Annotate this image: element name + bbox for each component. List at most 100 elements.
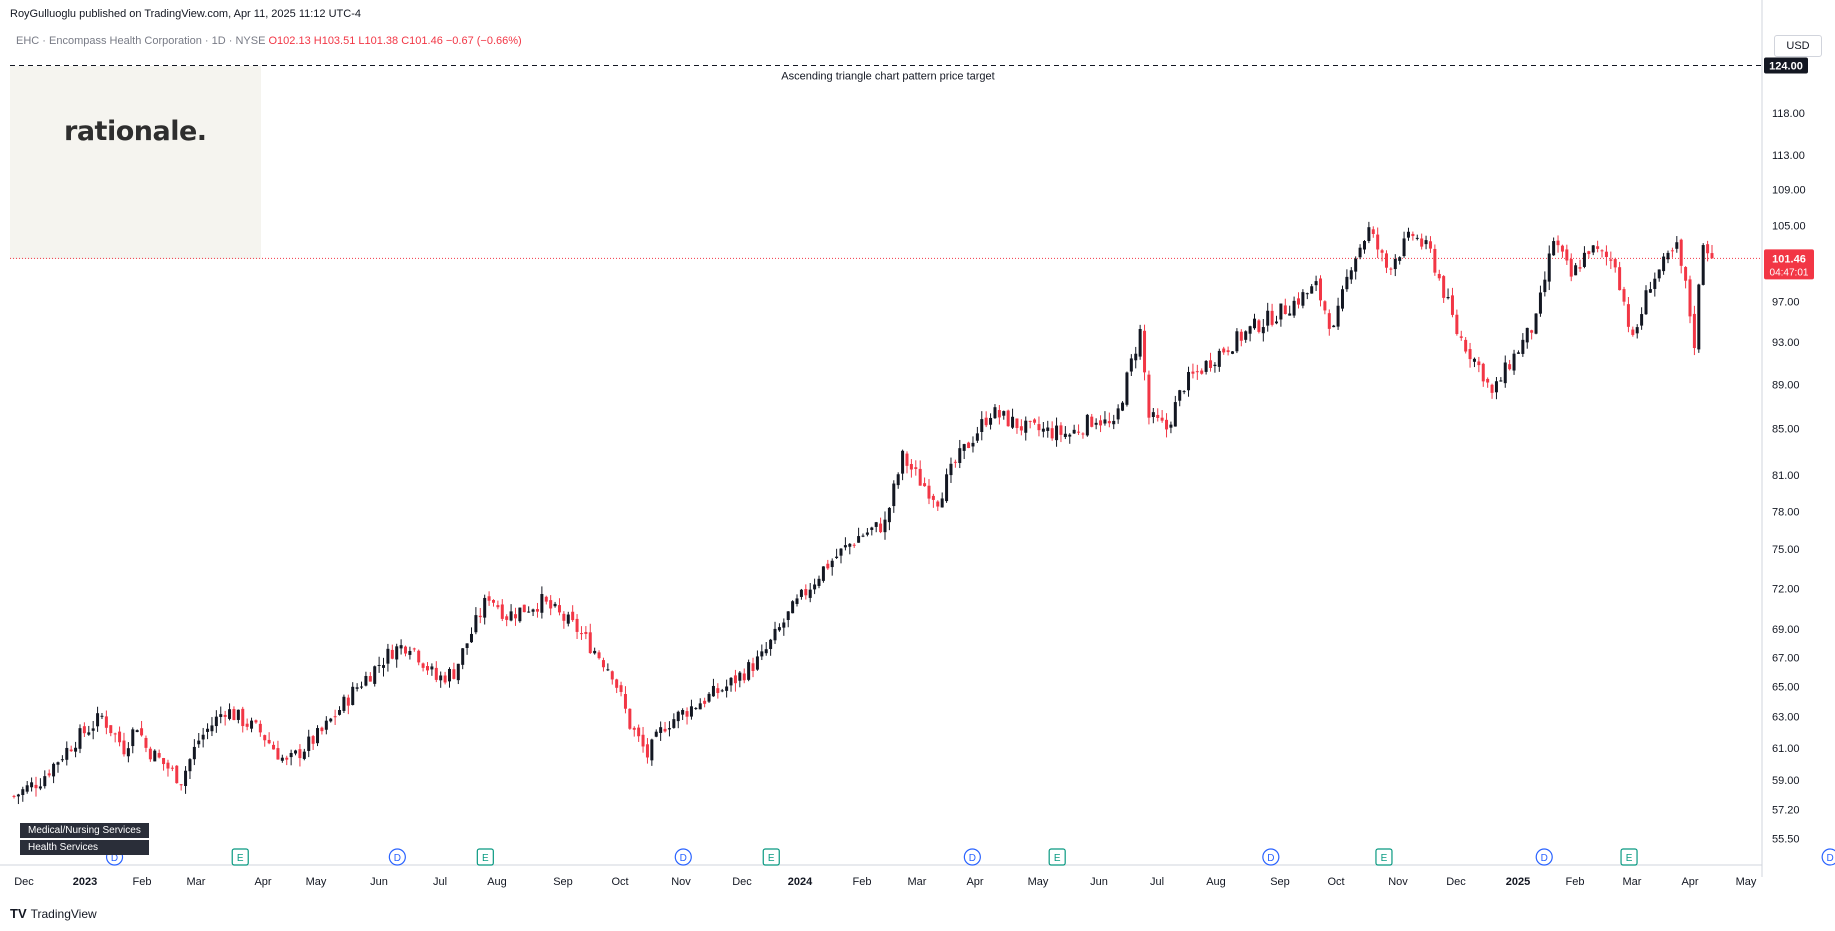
candle-body xyxy=(316,728,320,744)
dividend-marker[interactable] xyxy=(388,848,406,866)
earnings-marker[interactable] xyxy=(1375,848,1393,866)
earnings-marker[interactable] xyxy=(1048,848,1066,866)
candle-body xyxy=(1019,426,1023,431)
candle-body xyxy=(285,757,289,760)
x-tick-label: 2023 xyxy=(73,876,97,888)
candle-body xyxy=(861,535,865,537)
candle-body xyxy=(320,727,324,732)
dividend-marker[interactable] xyxy=(1821,848,1835,866)
candle-body xyxy=(531,609,535,612)
candle-body xyxy=(1490,384,1494,393)
candle-body xyxy=(1314,281,1318,286)
candle-body xyxy=(1239,331,1243,341)
candle-body xyxy=(52,763,56,777)
sector-tag-medical: Medical/Nursing Services xyxy=(20,823,149,838)
published-by-line: RoyGulluoglu published on TradingView.co… xyxy=(10,8,361,20)
candle-body xyxy=(663,728,667,732)
candle-body xyxy=(1041,428,1045,432)
candle-body xyxy=(958,448,962,464)
candle-body xyxy=(1644,290,1648,315)
earnings-marker[interactable] xyxy=(1620,848,1638,866)
candle-body xyxy=(395,646,399,660)
candle-body xyxy=(909,464,913,470)
candle-body xyxy=(166,762,170,769)
candle-body xyxy=(1367,227,1371,241)
earnings-marker[interactable] xyxy=(231,848,249,866)
candle-body xyxy=(1591,245,1595,253)
candle-body xyxy=(267,739,271,744)
candle-body xyxy=(276,748,280,760)
candle-body xyxy=(307,736,311,751)
candle-body xyxy=(351,686,355,705)
currency-button[interactable]: USD xyxy=(1774,35,1822,57)
dividend-marker[interactable] xyxy=(674,848,692,866)
candle-body xyxy=(804,589,808,596)
earnings-marker[interactable] xyxy=(476,848,494,866)
candle-body xyxy=(821,566,825,581)
candle-body xyxy=(254,720,258,723)
candle-body xyxy=(1406,231,1410,238)
ohlc-values: O102.13 H103.51 L101.38 C101.46 −0.67 (−… xyxy=(268,35,522,47)
candle-body xyxy=(100,715,104,717)
candle-body xyxy=(1670,250,1674,252)
candle-body xyxy=(1121,402,1125,411)
candle-body xyxy=(1156,414,1160,418)
candle-body xyxy=(1187,372,1191,391)
candle-body xyxy=(672,719,676,728)
candle-body xyxy=(469,633,473,643)
candle-body xyxy=(914,467,918,469)
candle-body xyxy=(1574,265,1578,276)
candle-body xyxy=(1151,412,1155,418)
candle-body xyxy=(1024,420,1028,433)
candle-body xyxy=(1701,245,1705,285)
candle-body xyxy=(135,730,139,733)
candle-body xyxy=(1455,314,1459,334)
candle-body xyxy=(852,544,856,546)
earnings-marker[interactable] xyxy=(762,848,780,866)
candle-body xyxy=(535,609,539,612)
candle-body xyxy=(386,648,390,664)
candle-body xyxy=(1006,410,1010,427)
candle-body xyxy=(219,714,223,717)
candle-body xyxy=(78,728,82,749)
x-tick-label: Feb xyxy=(133,876,152,888)
sector-tag-health: Health Services xyxy=(20,840,149,855)
dividend-marker[interactable] xyxy=(963,848,981,866)
candle-body xyxy=(1160,417,1164,421)
candle-body xyxy=(1393,258,1397,270)
candle-body xyxy=(56,762,60,765)
candle-body xyxy=(830,560,834,568)
candle-body xyxy=(1195,371,1199,373)
candle-body xyxy=(1424,240,1428,245)
candle-body xyxy=(43,776,47,787)
sector-tags: Medical/Nursing Services Health Services xyxy=(20,823,149,857)
candle-body xyxy=(1011,416,1015,428)
candle-body xyxy=(901,450,905,474)
dividend-marker[interactable] xyxy=(1535,848,1553,866)
candle-body xyxy=(808,589,812,598)
candle-body xyxy=(799,589,803,597)
x-tick-label: Apr xyxy=(254,876,271,888)
candle-body xyxy=(1675,242,1679,249)
candle-body xyxy=(421,663,425,668)
candle-body xyxy=(87,732,91,735)
candle-body xyxy=(887,507,891,523)
candle-body xyxy=(1684,267,1688,281)
y-tick-label: 113.00 xyxy=(1772,150,1805,162)
candle-body xyxy=(1552,241,1556,256)
candle-body xyxy=(1626,304,1630,327)
candle-body xyxy=(716,688,720,694)
candle-body xyxy=(1692,313,1696,349)
dividend-marker[interactable] xyxy=(1262,848,1280,866)
candle-body xyxy=(439,675,443,681)
candle-body xyxy=(1380,250,1384,253)
candle-body xyxy=(980,419,984,433)
candle-body xyxy=(1640,314,1644,326)
candle-body xyxy=(1099,420,1103,426)
candle-body xyxy=(1336,305,1340,327)
candle-body xyxy=(382,665,386,668)
event-marker-label: E xyxy=(1381,853,1388,864)
candle-body xyxy=(1301,292,1305,306)
x-tick-label: May xyxy=(306,876,327,888)
